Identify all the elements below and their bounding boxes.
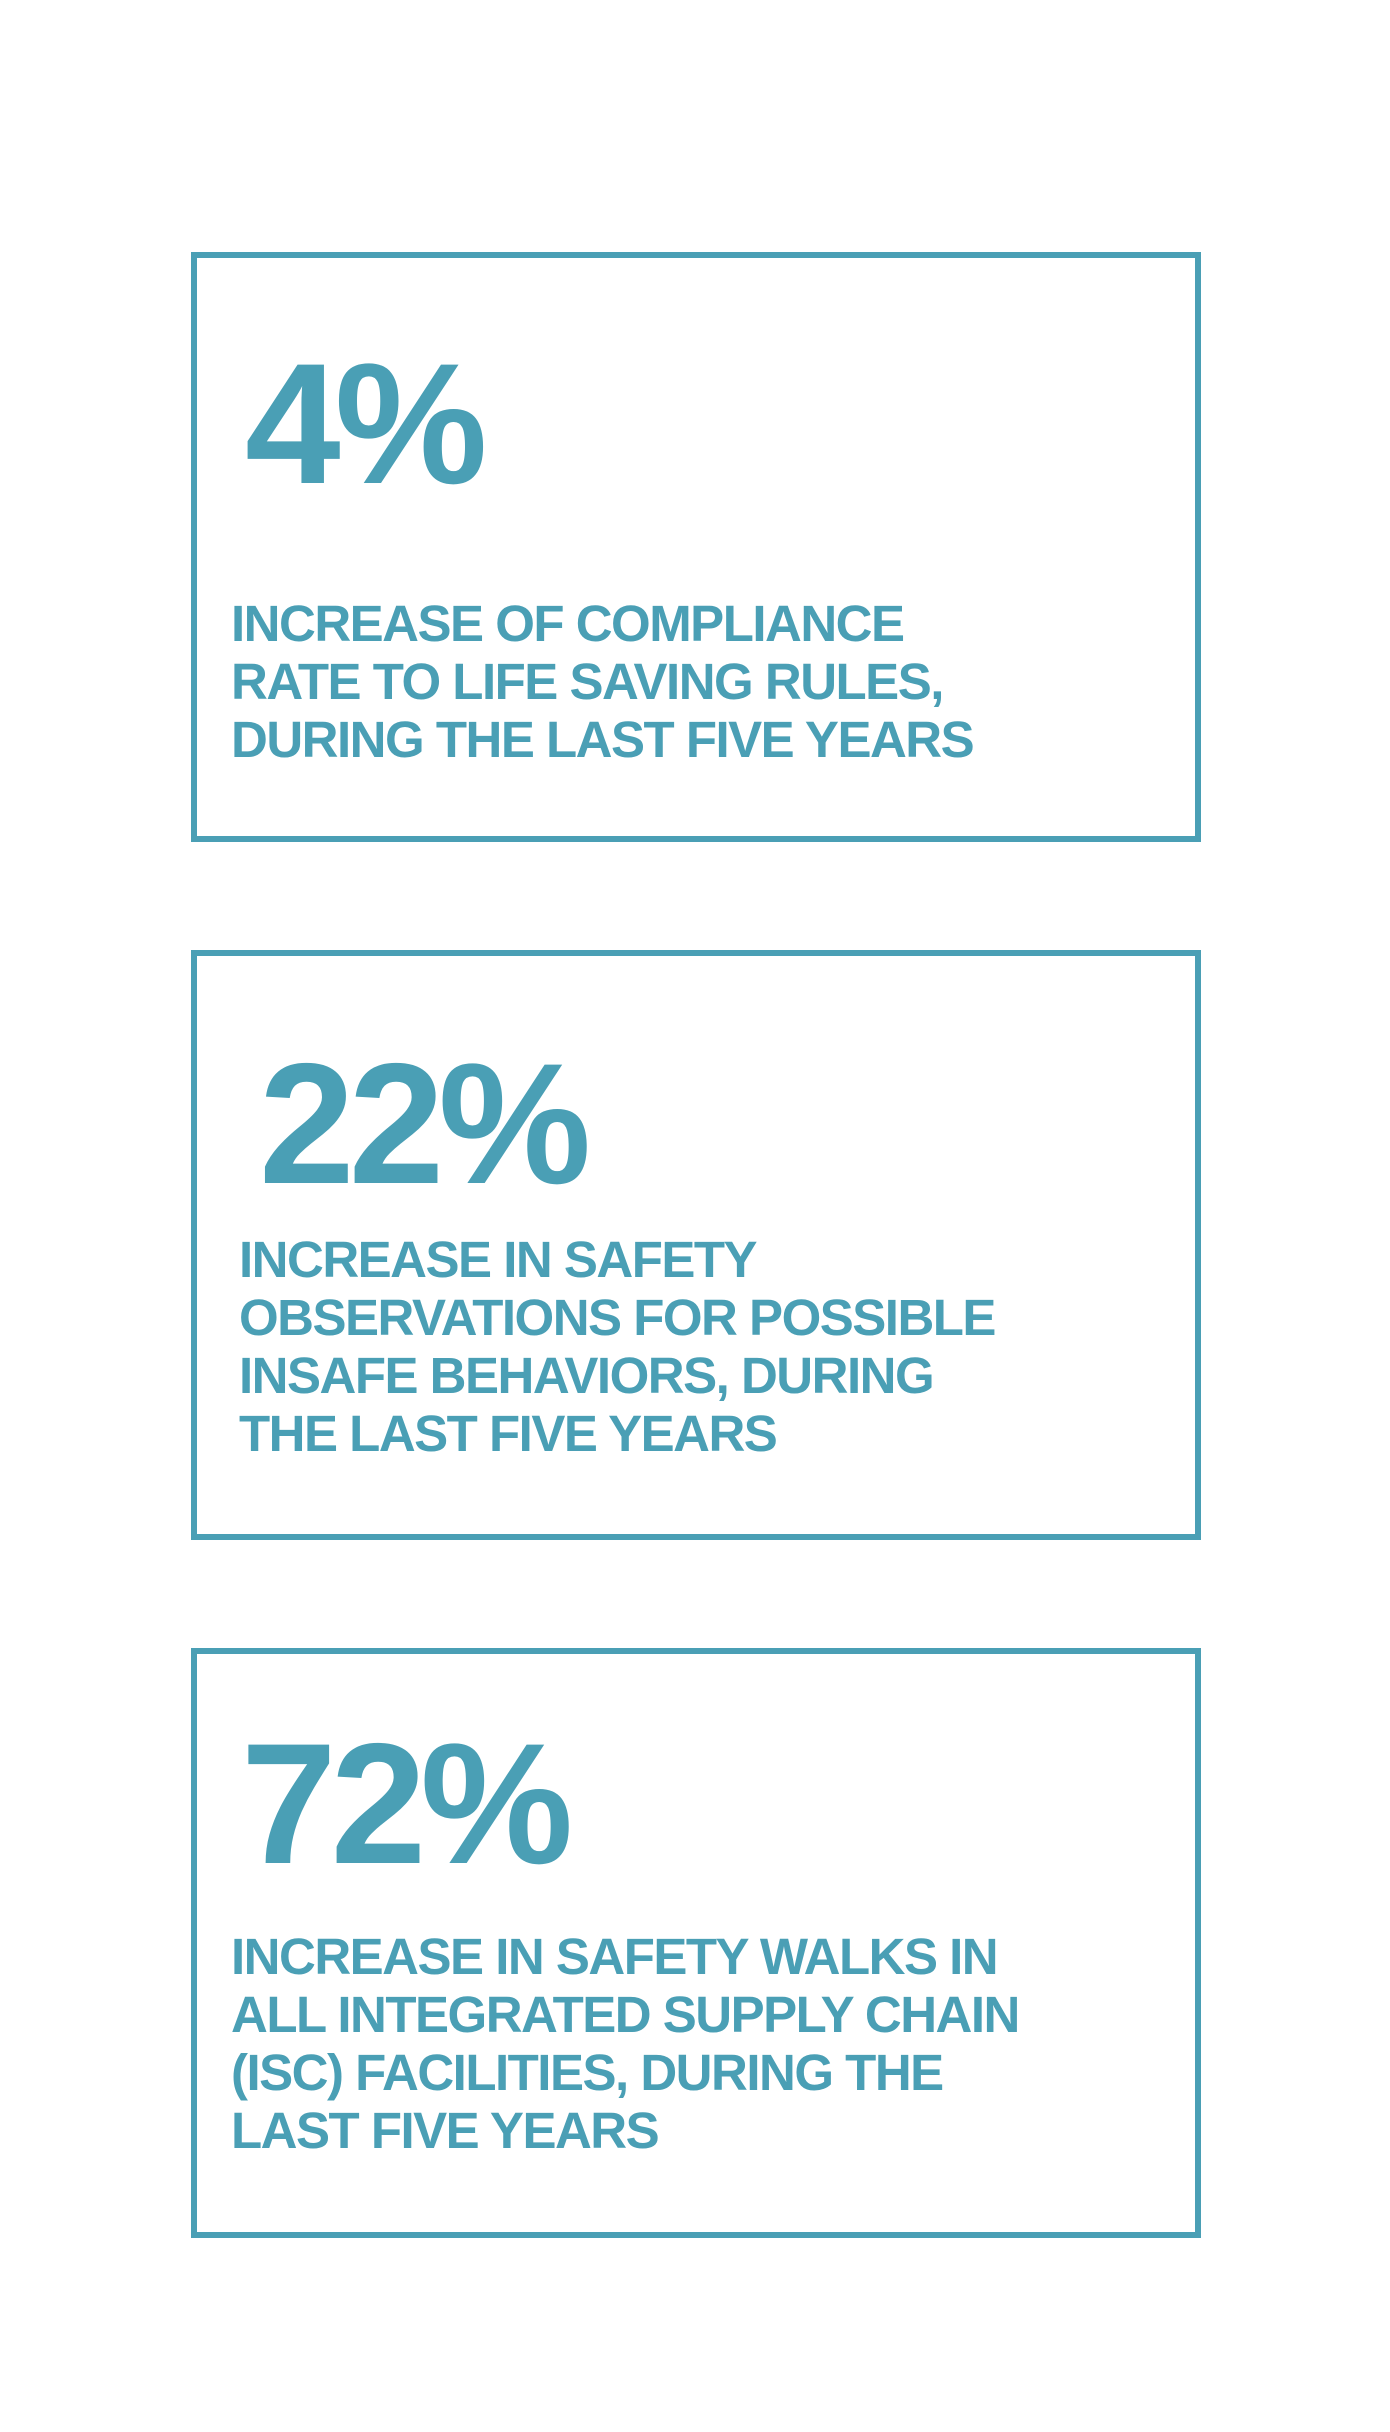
- stat-description-line: OBSERVATIONS FOR POSSIBLE: [239, 1289, 996, 1346]
- stat-description-line: (ISC) FACILITIES, DURING THE: [231, 2044, 944, 2101]
- stat-card-compliance: 4% INCREASE OF COMPLIANCE RATE TO LIFE S…: [191, 252, 1201, 842]
- stat-description-line: INCREASE OF COMPLIANCE: [231, 595, 905, 652]
- stat-description: INCREASE IN SAFETY OBSERVATIONS FOR POSS…: [239, 1231, 996, 1463]
- stat-description-line: DURING THE LAST FIVE YEARS: [231, 711, 975, 768]
- stat-description-line: ALL INTEGRATED SUPPLY CHAIN: [231, 1986, 1020, 2043]
- stat-description-line: RATE TO LIFE SAVING RULES,: [231, 653, 944, 710]
- stat-description-line: INCREASE IN SAFETY WALKS IN: [231, 1928, 999, 1985]
- stat-description-line: THE LAST FIVE YEARS: [239, 1405, 778, 1462]
- stat-value: 72%: [241, 1708, 573, 1900]
- stat-value: 4%: [245, 328, 488, 520]
- stat-description: INCREASE IN SAFETY WALKS IN ALL INTEGRAT…: [231, 1928, 1020, 2160]
- stat-description: INCREASE OF COMPLIANCE RATE TO LIFE SAVI…: [231, 595, 975, 769]
- stat-card-safety-walks: 72% INCREASE IN SAFETY WALKS IN ALL INTE…: [191, 1648, 1201, 2238]
- stat-description-line: INSAFE BEHAVIORS, DURING: [239, 1347, 935, 1404]
- stat-description-line: LAST FIVE YEARS: [231, 2102, 660, 2159]
- stat-description-line: INCREASE IN SAFETY: [239, 1231, 758, 1288]
- stat-card-observations: 22% INCREASE IN SAFETY OBSERVATIONS FOR …: [191, 950, 1201, 1540]
- stat-value: 22%: [259, 1028, 591, 1220]
